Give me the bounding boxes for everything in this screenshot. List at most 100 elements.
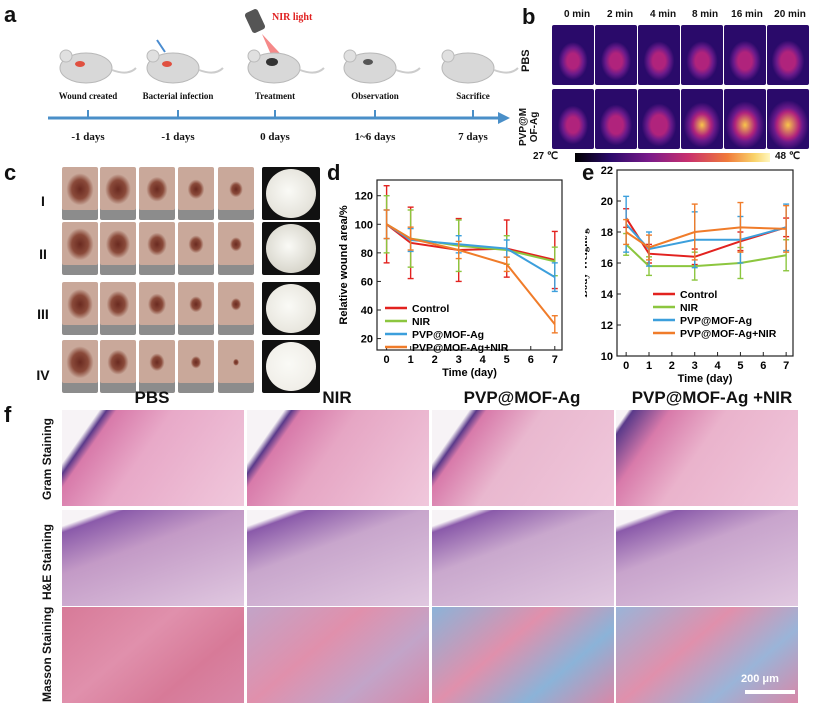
thermal-image <box>724 89 766 149</box>
x-tick-label: 4 <box>480 354 487 366</box>
stage-name-3: Treatment <box>254 91 296 101</box>
agar-plate-dish <box>266 284 316 333</box>
agar-plate <box>262 340 320 393</box>
histology-image <box>616 607 798 703</box>
agar-plate <box>262 282 320 335</box>
series-line <box>625 226 787 249</box>
agar-plate-dish <box>266 169 316 218</box>
x-tick-label: 5 <box>737 360 743 372</box>
wound-photo <box>218 167 254 220</box>
x-tick-label: 7 <box>783 360 789 372</box>
thermal-image <box>595 89 637 149</box>
thermal-time-2: 4 min <box>649 9 677 20</box>
histology-grid <box>62 410 808 705</box>
wound-photo <box>62 340 98 393</box>
thermal-colorbar <box>575 153 770 162</box>
thermal-image <box>767 25 809 85</box>
thermal-image <box>638 25 680 85</box>
wound-photo <box>100 167 136 220</box>
x-axis-label: Time (day) <box>442 367 497 379</box>
series-line <box>386 223 556 279</box>
histology-image <box>62 510 244 606</box>
agar-plate <box>262 222 320 275</box>
stage-name-4: Observation <box>351 91 399 101</box>
x-tick-label: 4 <box>715 360 722 372</box>
thermal-row-mof: PVP@M OF-Ag <box>518 108 540 146</box>
stage-time-1: -1 days <box>71 131 105 143</box>
y-tick-label: 60 <box>361 276 373 288</box>
histo-row-gram: Gram Staining <box>40 417 54 500</box>
y-tick-label: 22 <box>601 165 613 177</box>
thermal-image <box>552 25 594 85</box>
scale-bar-label: 200 μm <box>741 673 779 685</box>
y-tick-label: 16 <box>601 258 613 270</box>
wound-photo <box>100 340 136 393</box>
thermal-time-1: 2 min <box>606 9 634 20</box>
x-tick-label: 0 <box>384 354 390 366</box>
panel-f-label: f <box>4 402 12 427</box>
thermal-time-0: 0 min <box>563 9 591 20</box>
legend-label: PVP@MOF-Ag+NIR <box>680 328 777 340</box>
wound-photo <box>139 282 175 335</box>
histology-image <box>62 607 244 703</box>
legend-label: Control <box>412 303 449 315</box>
x-tick-label: 1 <box>408 354 414 366</box>
histology-image <box>616 510 798 606</box>
chart-d: 0 1 2 3 4 5 6 7 20 40 60 80 100 120 Time (day) Relative… <box>338 179 563 379</box>
x-tick-label: 0 <box>623 360 629 372</box>
series-line <box>625 217 787 258</box>
histo-col-pbs: PBS <box>134 388 170 407</box>
agar-plate-dish <box>266 224 316 273</box>
stage-name-2: Bacterial infection <box>142 91 214 101</box>
group-label-iii: III <box>37 306 49 322</box>
stage-time-4: 1~6 days <box>354 131 396 143</box>
histology-image <box>247 510 429 606</box>
timeline-arrow <box>48 110 510 124</box>
series-line <box>386 223 556 325</box>
wound-photo <box>178 340 214 393</box>
x-tick-label: 6 <box>528 354 534 366</box>
legend-label: NIR <box>412 316 431 328</box>
histo-col-nir: NIR <box>322 388 352 407</box>
wound-photo <box>178 222 214 275</box>
stage-name-5: Sacrifice <box>456 91 490 101</box>
wound-photo <box>218 340 254 393</box>
y-tick-label: 120 <box>355 191 373 203</box>
agar-plate-dish <box>266 342 316 391</box>
wound-photo <box>139 222 175 275</box>
legend-label: PVP@MOF-Ag <box>680 315 752 327</box>
x-tick-label: 7 <box>552 354 558 366</box>
stage-time-2: -1 days <box>161 131 195 143</box>
scale-min-label: 27 ℃ <box>533 151 559 162</box>
plot-frame <box>376 179 563 351</box>
y-tick-label: 80 <box>361 248 373 260</box>
legend-label: NIR <box>680 302 699 314</box>
y-tick-label: 14 <box>601 289 614 301</box>
wound-photo <box>62 222 98 275</box>
thermal-time-3: 8 min <box>691 9 719 20</box>
y-tick-label: 20 <box>361 334 373 346</box>
wound-photo <box>218 282 254 335</box>
thermal-time-5: 20 min <box>774 9 806 20</box>
histo-row-he: H&E Staining <box>40 523 54 600</box>
legend-label: Control <box>680 289 717 301</box>
histology-image <box>432 607 614 703</box>
wound-photo <box>100 282 136 335</box>
histology-image <box>432 410 614 506</box>
scale-bar <box>745 690 795 694</box>
thermal-image <box>767 89 809 149</box>
legend-label: PVP@MOF-Ag <box>412 329 484 341</box>
y-tick-label: 10 <box>601 351 613 363</box>
stage-time-5: 7 days <box>458 131 488 143</box>
x-axis-label: Time (day) <box>678 373 733 385</box>
x-tick-label: 1 <box>646 360 652 372</box>
group-label-ii: II <box>39 246 47 262</box>
x-tick-label: 3 <box>692 360 698 372</box>
wound-photo <box>178 167 214 220</box>
panel-a-schematic <box>48 9 519 124</box>
y-axis-label: Body Weight/g <box>585 228 590 298</box>
y-tick-label: 12 <box>601 320 613 332</box>
thermal-image <box>681 25 723 85</box>
x-tick-label: 2 <box>669 360 675 372</box>
panel-d-label: d <box>327 160 341 185</box>
